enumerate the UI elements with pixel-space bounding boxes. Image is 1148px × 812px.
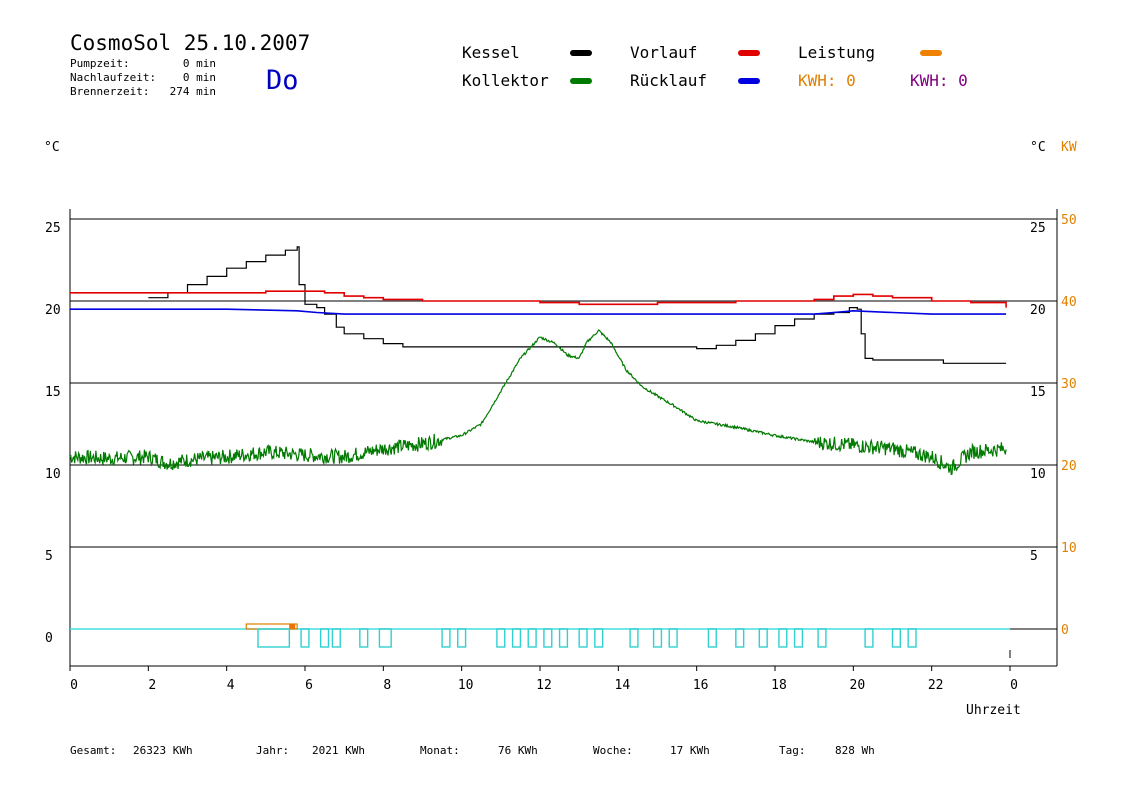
burner-pulse-7 — [457, 628, 467, 648]
legend-kessel-label: Kessel — [462, 43, 520, 62]
burner-pulse-14 — [594, 628, 604, 648]
burner-pulse-18 — [707, 628, 717, 648]
footer-woche-label: Woche: — [593, 744, 633, 757]
stat-value-pump: 0 min — [183, 57, 216, 70]
stat-label-pump: Pumpzeit: — [70, 57, 130, 70]
legend-kessel-swatch — [570, 50, 592, 56]
y-right-tick-10: 10 — [1030, 467, 1046, 482]
y-left-tick-15: 15 — [45, 385, 61, 400]
y-right-kw-tick-40: 40 — [1061, 295, 1077, 310]
y-right-unit: °C — [1030, 140, 1046, 155]
kwh-purple: KWH: 0 — [910, 71, 968, 90]
series-line-2 — [70, 308, 1007, 315]
burner-pulse-4 — [359, 628, 369, 648]
burner-pulse-0 — [257, 628, 291, 648]
stat-label-brenner: Brennerzeit: — [70, 85, 149, 98]
legend-leistung-label: Leistung — [798, 43, 875, 62]
x-tick-label-2: 4 — [227, 678, 235, 693]
x-tick-label-12: 0 — [1010, 678, 1018, 693]
burner-pulse-1 — [300, 628, 310, 648]
y-right-kw-tick-30: 30 — [1061, 377, 1077, 392]
burner-pulse-2 — [319, 628, 330, 648]
y-right-tick-5: 5 — [1030, 549, 1038, 564]
stat-value-nachlauf: 0 min — [183, 71, 216, 84]
footer-monat-value: 76 KWh — [498, 744, 538, 757]
footer-woche-value: 17 KWh — [670, 744, 710, 757]
stat-label-nachlauf: Nachlaufzeit: — [70, 71, 156, 84]
y-left-tick-10: 10 — [45, 467, 61, 482]
weekday-label: Do — [266, 65, 299, 96]
burner-pulse-3 — [331, 628, 341, 648]
burner-pulse-26 — [907, 628, 917, 648]
footer-tag-label: Tag: — [779, 744, 806, 757]
burner-pulse-15 — [629, 628, 639, 648]
footer-gesamt-label: Gesamt: — [70, 744, 116, 757]
legend-vorlauf-label: Vorlauf — [630, 43, 697, 62]
y-right-kw-tick-20: 20 — [1061, 459, 1077, 474]
legend-kollektor-label: Kollektor — [462, 71, 549, 90]
x-tick-label-6: 12 — [536, 678, 552, 693]
burner-pulse-20 — [758, 628, 768, 648]
y-left-tick-25: 25 — [45, 221, 61, 236]
legend-ruecklauf-label: Rücklauf — [630, 71, 707, 90]
series-line-3 — [69, 329, 1007, 476]
x-tick-label-9: 18 — [771, 678, 787, 693]
stat-value-brenner: 274 min — [170, 85, 216, 98]
legend-ruecklauf-swatch — [738, 78, 760, 84]
burner-pulse-22 — [793, 628, 804, 648]
legend-kollektor-swatch — [570, 78, 592, 84]
y-right-tick-25: 25 — [1030, 221, 1046, 236]
burner-pulse-9 — [511, 628, 522, 648]
burner-pulse-23 — [817, 628, 827, 648]
y-left-tick-5: 5 — [45, 549, 53, 564]
y-right-kw-tick-0: 0 — [1061, 623, 1069, 638]
x-tick-label-8: 16 — [693, 678, 709, 693]
leistung-marker — [289, 624, 296, 629]
footer-gesamt-value: 26323 KWh — [133, 744, 193, 757]
y-left-unit: °C — [44, 140, 60, 155]
x-tick-label-10: 20 — [850, 678, 866, 693]
y-right-tick-15: 15 — [1030, 385, 1046, 400]
burner-pulse-19 — [735, 628, 745, 648]
chart-title: CosmoSol 25.10.2007 — [70, 31, 310, 55]
footer-jahr-value: 2021 KWh — [312, 744, 365, 757]
burner-pulse-11 — [543, 628, 553, 648]
burner-pulse-16 — [652, 628, 663, 648]
legend-leistung-swatch — [920, 50, 942, 56]
burner-pulse-6 — [441, 628, 451, 648]
legend-vorlauf-swatch — [738, 50, 760, 56]
burner-pulse-24 — [864, 628, 874, 648]
burner-pulse-8 — [496, 628, 506, 648]
x-tick-label-4: 8 — [383, 678, 391, 693]
burner-pulse-25 — [891, 628, 902, 648]
burner-pulse-12 — [558, 628, 569, 648]
x-tick-label-5: 10 — [458, 678, 474, 693]
x-tick-label-0: 0 — [70, 678, 78, 693]
x-tick-label-7: 14 — [615, 678, 631, 693]
series-line-1 — [70, 290, 1007, 308]
burner-pulse-5 — [378, 628, 392, 648]
x-tick-label-11: 22 — [928, 678, 944, 693]
x-tick-label-3: 6 — [305, 678, 313, 693]
kwh-orange: KWH: 0 — [798, 71, 856, 90]
y-right-kw-unit: KW — [1061, 140, 1077, 155]
y-right-kw-tick-50: 50 — [1061, 213, 1077, 228]
burner-pulse-21 — [778, 628, 788, 648]
footer-jahr-label: Jahr: — [256, 744, 289, 757]
y-left-tick-0: 0 — [45, 631, 53, 646]
burner-pulse-13 — [578, 628, 588, 648]
x-axis-label: Uhrzeit — [966, 703, 1021, 718]
burner-pulse-10 — [527, 628, 537, 648]
y-right-tick-20: 20 — [1030, 303, 1046, 318]
footer-monat-label: Monat: — [420, 744, 460, 757]
x-tick-label-1: 2 — [148, 678, 156, 693]
y-left-tick-20: 20 — [45, 303, 61, 318]
footer-tag-value: 828 Wh — [835, 744, 875, 757]
series-line-0 — [148, 246, 1007, 364]
y-right-kw-tick-10: 10 — [1061, 541, 1077, 556]
burner-pulse-17 — [668, 628, 678, 648]
